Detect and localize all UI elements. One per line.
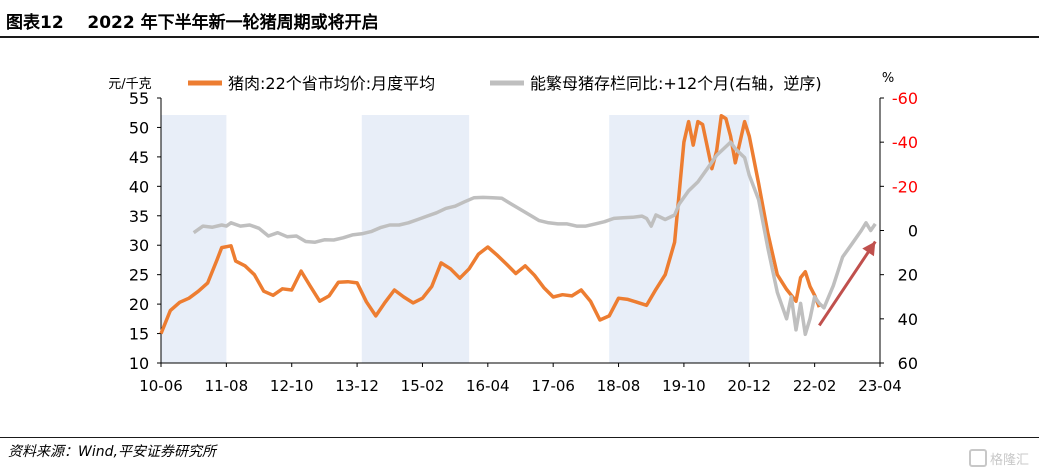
- figure-label: 图表12: [6, 13, 64, 33]
- series-lines: [159, 113, 877, 337]
- legend-label-sow: 能繁母猪存栏同比:+12个月(右轴，逆序): [530, 74, 822, 93]
- x-tick-label: 19-10: [662, 377, 706, 395]
- shaded-period: [609, 115, 750, 363]
- left-tick-label: 40: [129, 177, 149, 196]
- left-tick-label: 55: [129, 89, 149, 108]
- left-tick-label: 35: [129, 207, 149, 226]
- x-tick-label: 22-02: [793, 377, 837, 395]
- left-tick-label: 30: [129, 236, 149, 255]
- right-tick-label: 0: [908, 222, 918, 241]
- series-line-pork-price: [159, 113, 821, 335]
- legend-label-pork: 猪肉:22个省市均价:月度平均: [228, 74, 435, 93]
- series-line-sow-inventory: [192, 140, 877, 337]
- x-tick-label: 23-04: [858, 377, 902, 395]
- left-tick-label: 10: [129, 354, 149, 373]
- chart: 10 15 20 25 30 35 40 45 50 55元/千克 -60 -40 -20 0 20 40 60…: [108, 71, 918, 395]
- chart-title: 图表12 2022 年下半年新一轮猪周期或将开启: [6, 8, 379, 33]
- right-tick-label: -60: [892, 89, 918, 108]
- legend: 猪肉:22个省市均价:月度平均 能繁母猪存栏同比:+12个月(右轴，逆序): [188, 74, 822, 93]
- left-axis-unit: 元/千克: [108, 77, 151, 92]
- shaded-period: [361, 115, 470, 363]
- shaded-periods: [161, 115, 750, 363]
- right-tick-label: 40: [898, 310, 918, 329]
- right-axis-unit: %: [882, 71, 894, 86]
- right-tick-label: -20: [892, 177, 918, 196]
- title-bar: 图表12 2022 年下半年新一轮猪周期或将开启: [0, 0, 1039, 36]
- x-tick-label: 18-08: [597, 377, 641, 395]
- x-tick-label: 10-06: [139, 377, 183, 395]
- left-tick-label: 20: [129, 295, 149, 314]
- watermark: 格隆汇: [968, 449, 1029, 468]
- trend-arrow-line: [818, 240, 877, 327]
- right-tick-label: 20: [898, 266, 918, 285]
- x-tick-label: 20-12: [727, 377, 771, 395]
- left-tick-label: 45: [129, 148, 149, 167]
- bottom-rule: [0, 437, 1039, 438]
- right-tick-label: 60: [898, 354, 918, 373]
- x-tick-label: 12-10: [270, 377, 314, 395]
- left-tick-label: 50: [129, 118, 149, 137]
- source-note: 资料来源：Wind,平安证券研究所: [8, 444, 216, 460]
- watermark-text: 格隆汇: [989, 453, 1029, 468]
- watermark-logo-icon: [968, 449, 987, 467]
- top-rule: [0, 36, 1039, 38]
- shaded-period: [161, 115, 227, 363]
- x-tick-label: 11-08: [205, 377, 249, 395]
- right-tick-label: -40: [892, 133, 918, 152]
- figure-title: 2022 年下半年新一轮猪周期或将开启: [87, 13, 379, 33]
- x-tick-label: 16-04: [466, 377, 510, 395]
- left-tick-label: 15: [129, 325, 149, 344]
- left-tick-label: 25: [129, 266, 149, 285]
- axes: 10 15 20 25 30 35 40 45 50 55元/千克 -60 -40 -20 0 20 40 60…: [108, 71, 918, 395]
- x-tick-label: 17-06: [531, 377, 575, 395]
- x-tick-label: 13-12: [335, 377, 379, 395]
- trend-arrow-head: [862, 241, 876, 257]
- x-tick-label: 15-02: [401, 377, 445, 395]
